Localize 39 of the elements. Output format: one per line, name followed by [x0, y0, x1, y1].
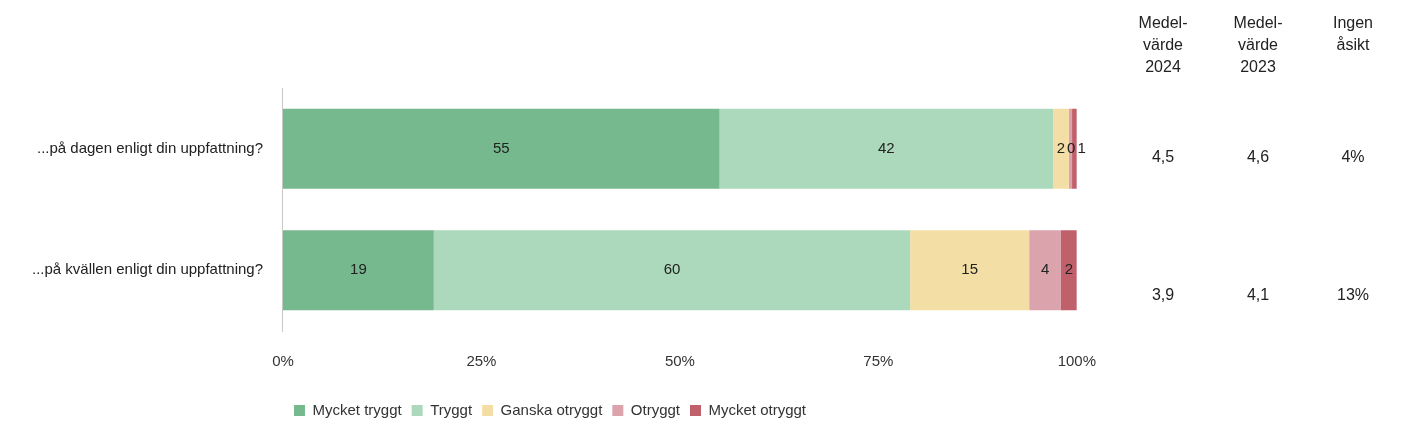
text: Ingen åsikt [1331, 13, 1374, 55]
bar [1053, 108, 1069, 189]
data-label: 2 [1064, 260, 1074, 278]
bar [283, 108, 720, 189]
legend-label: Mycket tryggt [312, 400, 403, 418]
y-tick-label: ...på kvällen enligt din uppfattning? [32, 260, 263, 278]
data-label: 19 [350, 260, 367, 278]
data-label: 0 [1067, 138, 1076, 156]
data-label: 60 [663, 260, 681, 278]
data-label: 4 [1040, 260, 1050, 278]
bar [719, 108, 1053, 189]
x-tick-label: 25% [466, 352, 497, 370]
x-tick-label: 100% [1057, 352, 1097, 370]
bar [1060, 230, 1077, 311]
legend-label: Tryggt [430, 400, 473, 418]
text: Medel- värde 2023 [1232, 13, 1284, 77]
x-tick-label: 50% [664, 352, 695, 370]
legend-label: Ganska otryggt [500, 400, 604, 418]
data-label: 15 [961, 260, 978, 278]
text: 13% [1336, 285, 1370, 305]
text: Medel- värde 2024 [1137, 13, 1189, 77]
bar [1029, 230, 1061, 311]
legend-label: Otryggt [630, 400, 681, 418]
data-label: 2 [1056, 138, 1066, 156]
text: 4,6 [1245, 147, 1271, 167]
bar [910, 230, 1030, 311]
text: 4,1 [1245, 285, 1271, 305]
data-label: 42 [877, 138, 895, 156]
x-tick-label: 75% [863, 352, 894, 370]
x-tick-label: 0% [272, 352, 294, 370]
bar [433, 230, 911, 311]
data-label: 55 [492, 138, 510, 156]
bar [283, 230, 434, 311]
text: 4% [1340, 147, 1366, 167]
text: 3,9 [1150, 285, 1176, 305]
text: 4,5 [1150, 147, 1176, 167]
legend-label: Mycket otryggt [708, 400, 807, 418]
y-tick-label: ...på dagen enligt din uppfattning? [36, 138, 263, 156]
data-label: 1 [1077, 138, 1086, 156]
